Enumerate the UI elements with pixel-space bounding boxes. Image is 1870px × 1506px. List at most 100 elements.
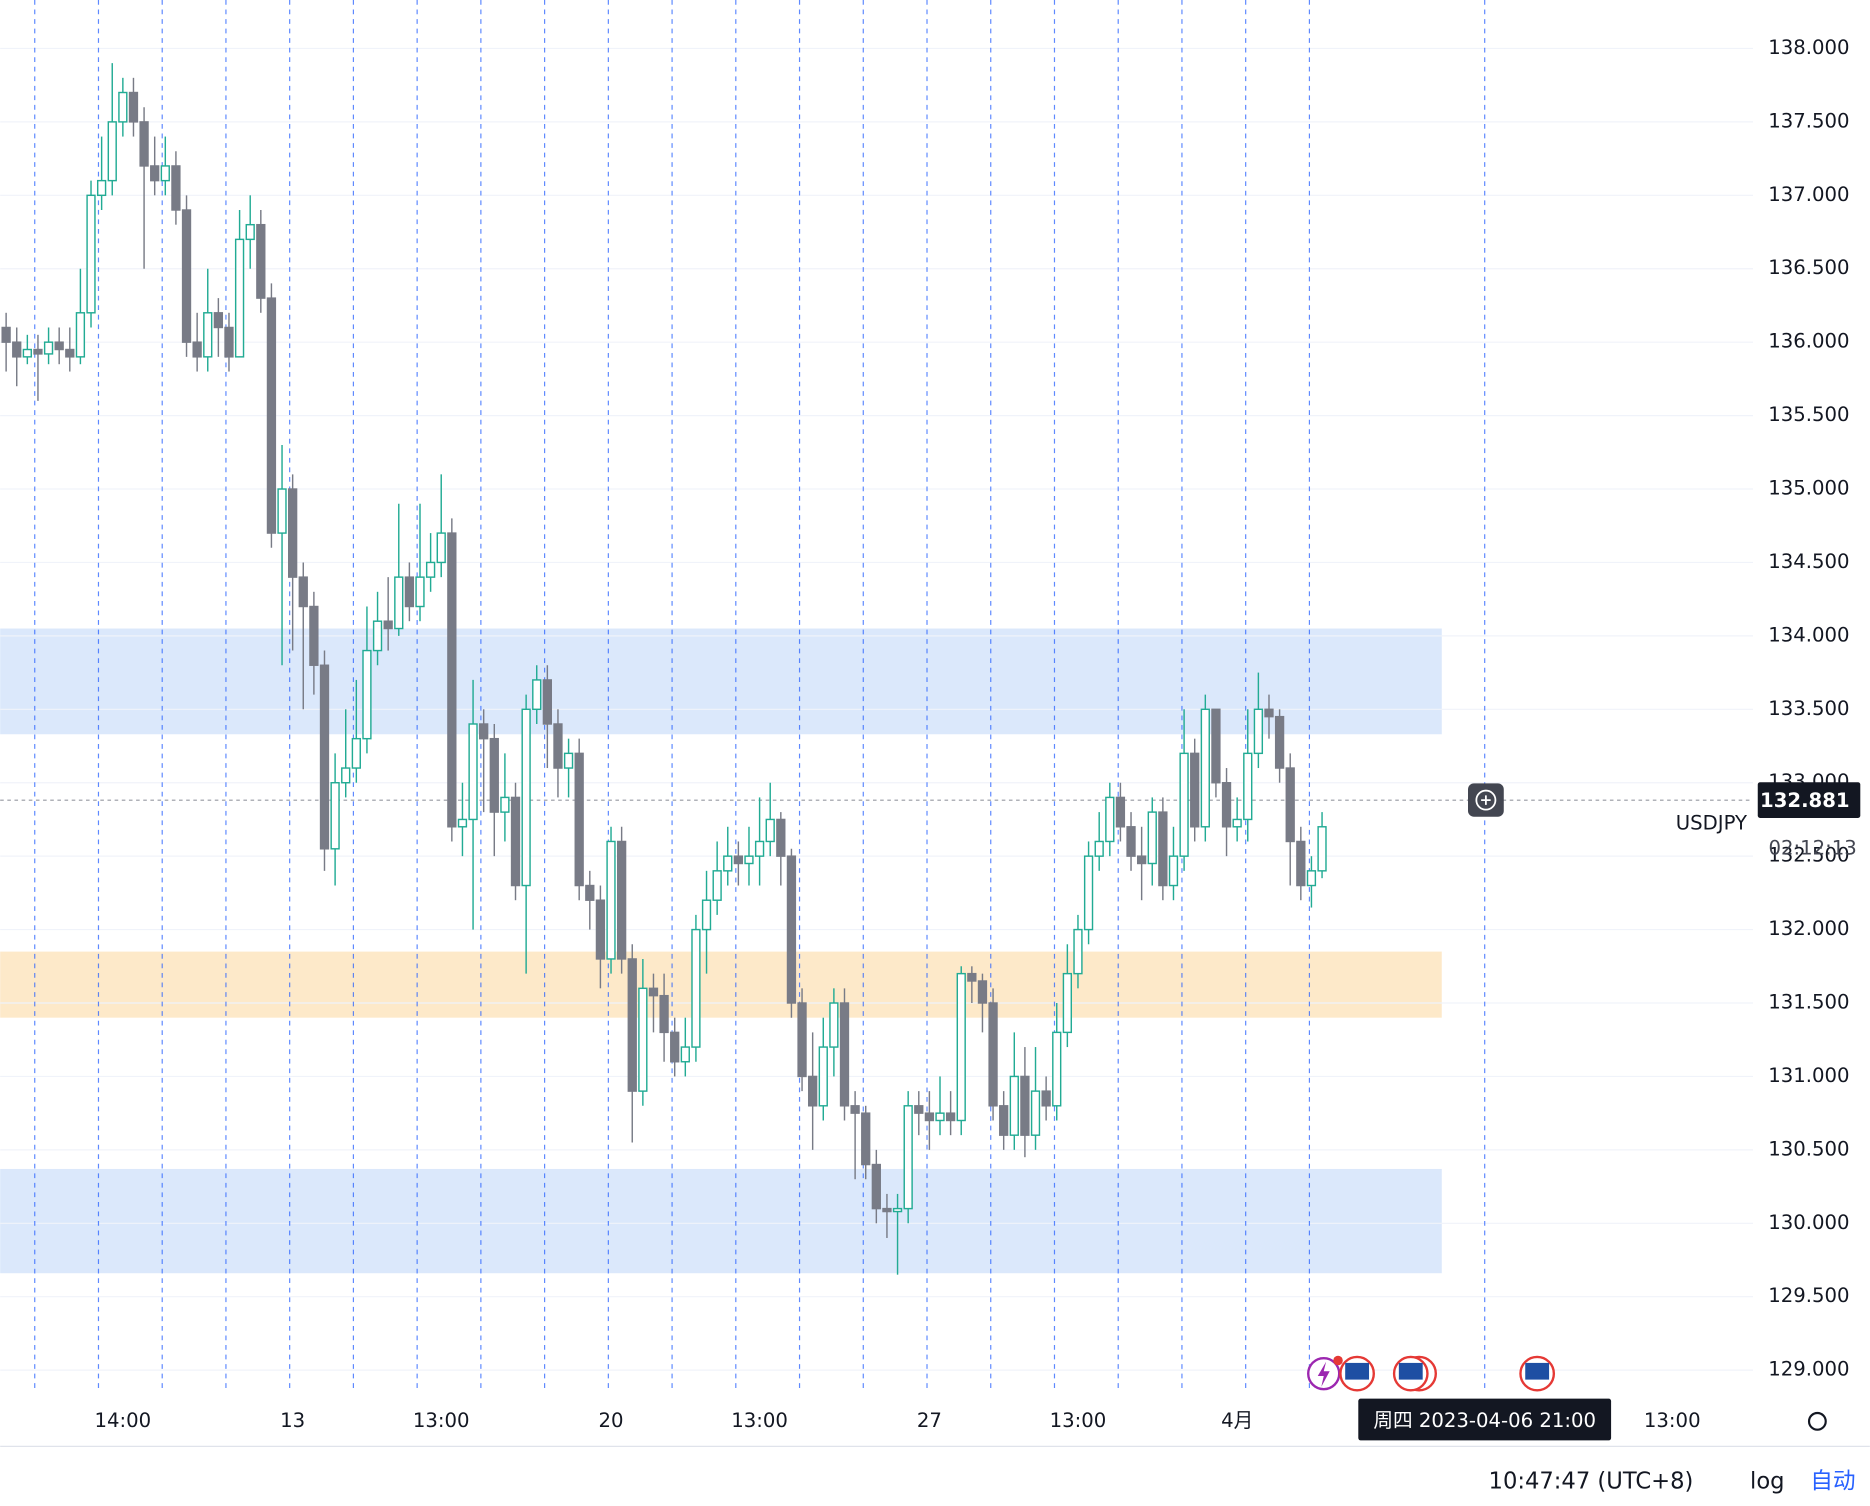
candle-body — [1221, 782, 1232, 828]
x-tick-label: 13:00 — [1050, 1409, 1107, 1432]
candle-body — [829, 1002, 839, 1048]
y-tick-label: 135.000 — [1768, 477, 1849, 500]
zone — [0, 1168, 1442, 1274]
candle-body — [1211, 708, 1221, 784]
candle-body — [1168, 855, 1179, 887]
candle-body — [128, 91, 139, 123]
x-tick-label: 4月 — [1221, 1409, 1253, 1432]
candle-body — [54, 341, 64, 351]
candle-body — [659, 994, 669, 1034]
candle-body — [383, 620, 393, 630]
candle-body — [457, 818, 468, 828]
plus-icon — [1481, 795, 1491, 805]
candle-body — [415, 576, 425, 608]
candle-body — [1253, 708, 1264, 755]
candle-body — [935, 1112, 945, 1122]
candle-body — [1052, 1031, 1062, 1107]
log-toggle[interactable]: log — [1750, 1469, 1785, 1495]
candle-body — [532, 679, 542, 711]
candle-body — [606, 840, 616, 960]
candle-body — [1264, 708, 1274, 718]
candle-body — [1317, 826, 1327, 872]
candle-body — [903, 1105, 913, 1210]
candle-body — [1094, 840, 1104, 857]
candle-body — [786, 855, 797, 1004]
candle-body — [489, 737, 499, 813]
candle-body — [765, 818, 775, 843]
y-tick-label: 136.500 — [1768, 256, 1849, 279]
candle-body — [670, 1031, 680, 1063]
candle-body — [1020, 1075, 1030, 1136]
candle-body — [510, 796, 521, 887]
candle-body — [171, 165, 181, 211]
candle-body — [1136, 855, 1147, 865]
flag — [1345, 1362, 1370, 1380]
candle-body — [213, 312, 224, 329]
candle-body — [447, 532, 457, 828]
zone — [0, 628, 1442, 735]
candle-body — [1115, 796, 1126, 828]
y-tick-label: 138.000 — [1768, 36, 1849, 59]
candle-body — [574, 752, 584, 887]
candle-body — [319, 664, 330, 850]
y-tick-label: 132.500 — [1768, 844, 1849, 867]
y-tick-label: 131.000 — [1768, 1064, 1849, 1087]
event-icon-bolt — [1317, 1361, 1330, 1387]
settings-icon[interactable] — [1807, 1411, 1827, 1431]
candle-body — [1306, 870, 1317, 887]
candle-body — [1190, 752, 1200, 828]
flag — [1398, 1362, 1423, 1380]
candle-body — [627, 958, 637, 1092]
y-tick-label: 133.500 — [1768, 697, 1849, 720]
x-tick-label: 20 — [599, 1409, 624, 1432]
y-tick-label: 129.500 — [1768, 1284, 1849, 1307]
candle-body — [425, 561, 436, 578]
y-tick-label: 134.000 — [1768, 623, 1849, 646]
candle-body — [967, 972, 977, 982]
x-tick-label: 13 — [280, 1409, 305, 1432]
candle-body — [861, 1112, 871, 1166]
x-tick-label: 13:00 — [731, 1409, 788, 1432]
candle-body — [203, 312, 213, 358]
y-tick-label: 135.500 — [1768, 403, 1849, 426]
price-tag — [1757, 782, 1861, 818]
x-tick-label: 14:00 — [95, 1409, 152, 1432]
auto-toggle[interactable]: 自动 — [1810, 1469, 1855, 1495]
candle-body — [160, 165, 170, 182]
candle-body — [1200, 708, 1210, 828]
y-tick-label: 137.500 — [1768, 109, 1849, 132]
candle-body — [479, 723, 489, 740]
candle-body — [723, 855, 733, 872]
candle-body — [118, 91, 128, 123]
candle-body — [96, 179, 107, 197]
candle-body — [733, 855, 744, 865]
plus-icon — [1475, 789, 1497, 811]
candle-body — [12, 341, 22, 358]
y-tick-label: 130.500 — [1768, 1137, 1849, 1160]
candle-body — [468, 723, 478, 821]
candle-body — [86, 194, 96, 314]
candle-body — [1073, 928, 1083, 975]
event-dot — [1333, 1355, 1343, 1366]
candle-body — [234, 238, 245, 358]
candle-body — [839, 1002, 850, 1107]
candle-body — [988, 1002, 998, 1107]
candle-body — [372, 620, 383, 652]
candle-body — [107, 121, 117, 182]
y-tick-label: 132.000 — [1768, 917, 1849, 940]
x-tick-label: 27 — [917, 1409, 942, 1432]
candle-body — [797, 1002, 807, 1078]
candle-body — [75, 312, 86, 358]
candle-body — [882, 1207, 892, 1213]
candle-body — [277, 488, 287, 534]
y-tick-label: 129.000 — [1768, 1358, 1849, 1381]
candle-body — [914, 1105, 924, 1114]
candle-body — [553, 723, 563, 769]
zone — [0, 951, 1442, 1018]
candle-body — [521, 708, 531, 887]
candle-body — [616, 840, 627, 960]
candle-body — [999, 1105, 1009, 1136]
candle-body — [341, 767, 351, 784]
candle-body — [298, 576, 308, 608]
candle-body — [1274, 715, 1285, 769]
